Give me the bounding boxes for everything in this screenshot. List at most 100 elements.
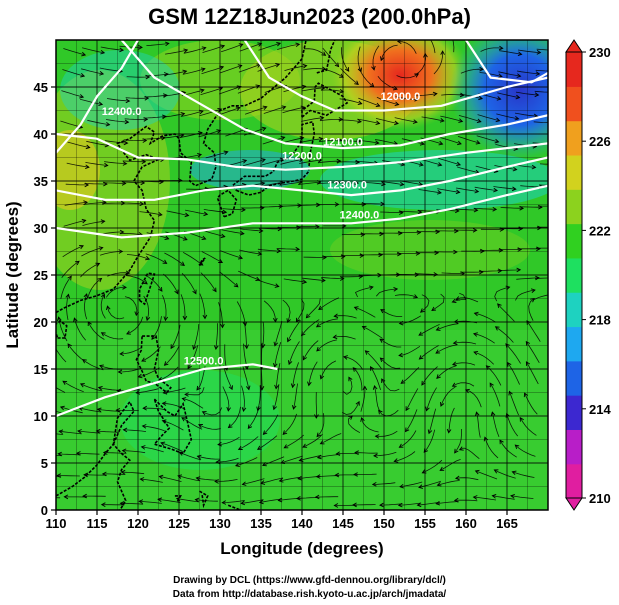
streamline-arrow <box>257 251 263 256</box>
streamline <box>302 87 325 92</box>
streamline <box>262 136 285 145</box>
streamline-arrow <box>353 472 358 477</box>
streamline <box>196 366 206 391</box>
streamline <box>292 362 299 388</box>
streamline-arrow <box>274 384 279 390</box>
streamline-arrow <box>138 45 143 50</box>
streamline-arrow <box>405 406 410 412</box>
streamline <box>81 247 103 257</box>
streamline-arrow <box>100 293 106 299</box>
streamline <box>306 298 321 318</box>
streamline <box>459 93 483 100</box>
streamline <box>182 68 205 75</box>
streamline <box>87 119 110 126</box>
streamline-arrow <box>454 475 460 481</box>
contour-label: 12500.0 <box>184 355 224 367</box>
streamline <box>82 359 104 371</box>
colorbar-tick-label: 230 <box>589 45 611 60</box>
streamline <box>123 429 147 432</box>
streamline-arrow <box>143 280 148 285</box>
streamline <box>222 208 246 211</box>
streamline <box>414 273 438 275</box>
streamline <box>515 91 539 96</box>
streamline <box>120 347 142 355</box>
streamline-arrow <box>455 189 461 195</box>
streamline <box>105 119 129 123</box>
streamline-arrow <box>458 446 464 451</box>
streamline-arrow <box>237 445 243 450</box>
streamline-arrow <box>179 133 185 138</box>
streamline <box>495 326 514 343</box>
streamline <box>162 113 185 118</box>
streamline-arrow <box>318 305 323 311</box>
streamline <box>299 454 322 461</box>
streamline-arrow <box>120 469 126 475</box>
wind-streamlines <box>45 40 559 508</box>
streamline-arrow <box>281 105 287 110</box>
streamline-arrow <box>259 205 265 211</box>
streamline-arrow <box>334 472 340 478</box>
streamline <box>526 320 541 342</box>
colorbar: 230 226 222 218 214 210 <box>565 39 611 511</box>
streamline <box>448 407 455 433</box>
streamline-arrow <box>361 325 367 331</box>
streamline-arrow <box>400 379 406 384</box>
streamline <box>202 45 225 53</box>
streamline <box>141 446 164 453</box>
streamline-arrow <box>241 207 246 213</box>
streamline <box>178 475 201 482</box>
streamline-arrow <box>319 440 325 445</box>
streamline-arrow <box>419 141 425 146</box>
streamline <box>58 453 81 456</box>
streamline <box>262 321 265 348</box>
streamline-arrow <box>352 502 357 508</box>
streamline <box>79 98 103 105</box>
streamline <box>216 457 239 463</box>
streamline-arrow <box>435 326 441 331</box>
streamline <box>440 459 461 471</box>
streamline <box>453 341 477 345</box>
streamline <box>97 408 121 412</box>
streamline <box>304 48 326 56</box>
streamline-arrow <box>295 317 301 323</box>
streamline-arrow <box>435 500 441 506</box>
streamline <box>515 444 536 457</box>
streamline-arrow <box>45 380 49 384</box>
streamline-arrow <box>495 117 501 123</box>
streamline <box>372 45 380 70</box>
streamline-arrow <box>221 500 227 505</box>
streamline-arrow <box>139 201 145 207</box>
streamline <box>454 320 478 324</box>
streamline <box>379 338 402 348</box>
streamline-arrow <box>494 138 500 144</box>
streamline <box>56 455 63 457</box>
coastline <box>56 320 68 339</box>
streamline-arrow <box>497 73 503 79</box>
streamline <box>162 420 184 431</box>
streamline-arrow <box>472 495 478 500</box>
streamline-arrow <box>197 152 203 158</box>
streamline-arrow <box>339 276 345 281</box>
streamline-arrow <box>315 224 320 229</box>
streamline <box>279 181 302 186</box>
streamline-arrow <box>472 332 478 337</box>
streamline <box>62 245 84 258</box>
streamline-arrow <box>555 69 559 73</box>
streamline <box>263 106 286 114</box>
streamline-arrow <box>95 428 101 434</box>
contour-line <box>56 156 548 201</box>
streamline <box>125 275 148 285</box>
streamline <box>98 387 122 391</box>
streamline-arrow <box>480 248 485 254</box>
streamline-arrow <box>321 51 327 56</box>
streamline <box>414 93 437 97</box>
streamline-arrow <box>98 101 104 107</box>
streamline <box>420 294 430 313</box>
streamline-arrow <box>170 344 175 350</box>
streamline-arrow <box>196 385 201 391</box>
streamline <box>196 477 219 481</box>
y-tick-label: 40 <box>34 127 48 142</box>
streamline-arrow <box>282 430 288 435</box>
credit-data-source: Data from http://database.rish.kyoto-u.a… <box>172 589 447 600</box>
streamline-arrow <box>157 497 163 502</box>
